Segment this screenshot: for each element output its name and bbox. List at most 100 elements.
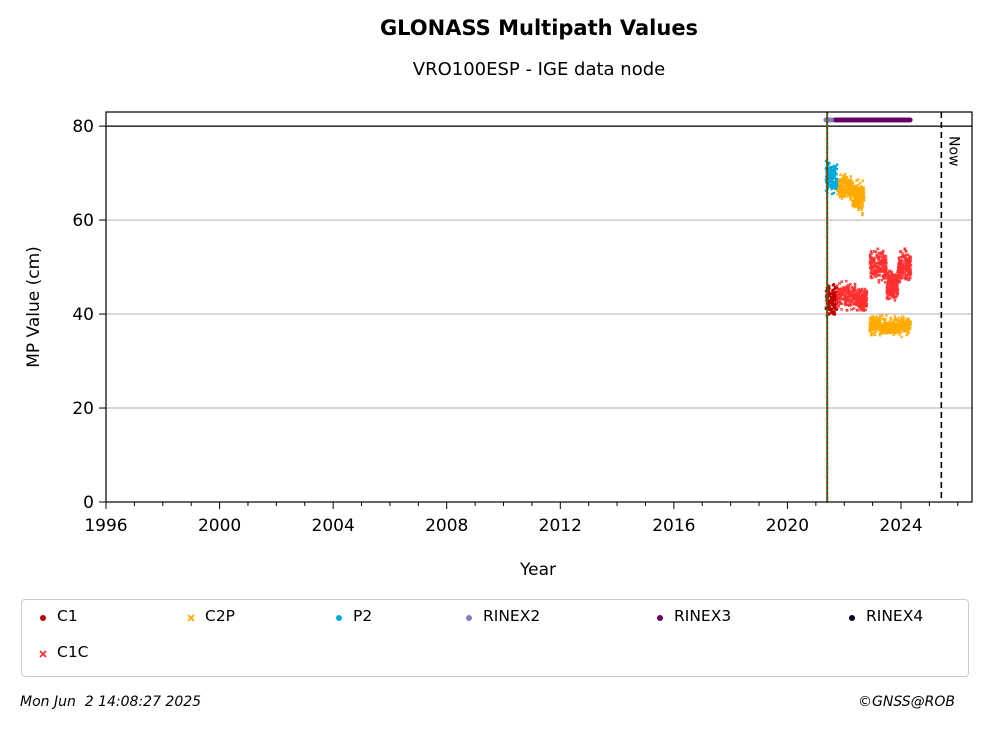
data-point xyxy=(842,186,846,191)
data-point xyxy=(886,280,890,284)
data-point xyxy=(878,267,882,271)
data-point xyxy=(901,252,905,256)
data-point xyxy=(835,163,839,166)
data-point xyxy=(848,282,852,287)
data-point xyxy=(838,302,842,306)
data-point xyxy=(868,252,872,257)
data-point xyxy=(881,317,885,321)
data-point xyxy=(896,270,900,274)
data-point xyxy=(882,254,886,258)
data-point xyxy=(862,298,866,302)
data-point xyxy=(878,316,882,320)
data-point xyxy=(887,274,891,278)
data-point xyxy=(868,316,872,320)
data-point xyxy=(834,171,837,174)
data-point xyxy=(880,314,884,318)
data-point xyxy=(838,296,843,300)
data-point xyxy=(838,187,842,191)
data-point xyxy=(828,176,831,179)
footer-credit: ©GNSS@ROB xyxy=(858,694,955,710)
data-point xyxy=(853,284,857,288)
data-point xyxy=(830,292,834,296)
data-point xyxy=(908,327,912,331)
data-point xyxy=(900,323,904,327)
data-point xyxy=(903,321,907,325)
data-point xyxy=(882,329,886,333)
data-point xyxy=(865,290,869,294)
data-point xyxy=(860,201,865,205)
data-point xyxy=(832,180,835,184)
data-point xyxy=(834,306,837,309)
data-point xyxy=(855,300,859,304)
data-point xyxy=(833,304,837,307)
data-point xyxy=(828,302,831,305)
data-point xyxy=(857,287,861,292)
series-c1c xyxy=(835,247,913,313)
series-p2 xyxy=(824,159,839,196)
data-point xyxy=(846,188,850,192)
data-point xyxy=(827,291,831,294)
data-point xyxy=(897,324,901,328)
data-point xyxy=(901,319,905,323)
legend-item-rinex2: RINEX2 xyxy=(465,607,540,626)
data-point xyxy=(874,272,879,276)
chart-plot: Now 1996 2000 2004 2008 2012 2016 2020 2024 0 20 40… xyxy=(24,111,973,580)
data-point xyxy=(832,191,836,195)
data-point xyxy=(877,251,881,255)
data-point xyxy=(885,296,889,300)
data-point xyxy=(855,204,859,209)
data-point xyxy=(881,249,885,253)
legend-label-rinex4: RINEX4 xyxy=(866,607,924,625)
data-point xyxy=(832,184,836,187)
data-point xyxy=(858,189,863,193)
data-point xyxy=(832,166,836,170)
data-point xyxy=(855,191,859,195)
data-point xyxy=(848,194,852,198)
x-tick-label: 1996 xyxy=(84,516,127,536)
data-point xyxy=(886,322,890,326)
data-point xyxy=(830,172,834,175)
legend-label-c1c: C1C xyxy=(57,643,89,661)
data-point xyxy=(886,325,890,329)
data-point xyxy=(853,195,857,199)
data-point xyxy=(849,189,853,193)
y-tick-label: 0 xyxy=(83,493,94,513)
data-point xyxy=(876,257,880,261)
data-point xyxy=(894,283,898,288)
data-point xyxy=(890,327,894,332)
data-point xyxy=(904,274,908,278)
data-point xyxy=(876,319,880,323)
data-point xyxy=(858,199,862,203)
data-point xyxy=(857,304,861,308)
legend-label-c2p: C2P xyxy=(205,607,236,625)
now-label: Now xyxy=(945,136,961,167)
data-point xyxy=(869,333,874,337)
data-point xyxy=(894,327,898,331)
data-point xyxy=(862,198,866,202)
legend-marker-rinex4 xyxy=(848,608,856,626)
data-point xyxy=(893,298,897,302)
data-point xyxy=(859,303,863,307)
data-point xyxy=(831,289,834,292)
data-point xyxy=(847,283,851,287)
data-point xyxy=(899,276,903,280)
data-point xyxy=(882,321,887,325)
data-point xyxy=(905,268,910,272)
data-point xyxy=(890,281,894,285)
data-point xyxy=(842,187,846,191)
data-point xyxy=(839,307,844,311)
x-axis-label: Year xyxy=(519,560,556,580)
data-point xyxy=(842,192,847,196)
data-point xyxy=(869,249,873,253)
series-rinex3 xyxy=(833,117,913,123)
data-point xyxy=(856,186,860,191)
legend-item-c2p: C2P xyxy=(187,607,235,626)
data-point xyxy=(869,270,874,275)
data-point xyxy=(897,328,901,332)
data-point xyxy=(843,285,847,289)
data-point xyxy=(858,291,863,295)
data-point xyxy=(885,329,889,333)
data-point xyxy=(909,323,913,327)
data-point xyxy=(883,265,888,269)
data-point xyxy=(872,268,876,272)
